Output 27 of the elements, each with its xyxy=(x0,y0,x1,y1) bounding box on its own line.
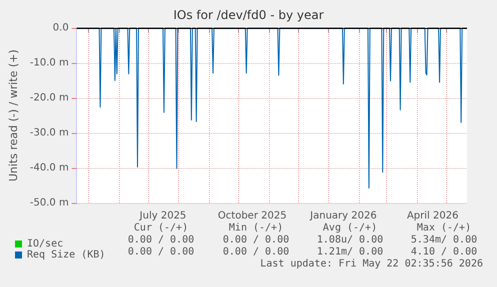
text: 0.00 / 0.00 xyxy=(222,234,290,246)
text: 1.21m/ 0.00 xyxy=(316,246,384,258)
text: 5.34m/ 0.00 xyxy=(410,234,478,246)
text: Max (-/+) xyxy=(416,222,472,234)
x-tick-label: April 2026 xyxy=(406,210,458,222)
text: 1.08u/ 0.00 xyxy=(316,234,384,246)
y-tick-label: -30.0 m xyxy=(30,128,69,138)
x-tick-label: January 2026 xyxy=(309,210,377,222)
y-tick-label: 0.0 xyxy=(52,22,69,34)
legend-label: Req Size (KB) xyxy=(27,250,106,260)
y-tick-label: -10.0 m xyxy=(30,58,69,68)
text: 4.10 / 0.00 xyxy=(410,246,478,258)
legend-label: IO/sec xyxy=(27,238,64,250)
text: Last update: Fri May 22 02:35:56 2026 xyxy=(260,258,483,270)
y-tick-label: -20.0 m xyxy=(30,92,69,104)
chart-title: IOs for /dev/fd0 - by year xyxy=(173,8,324,22)
text: Cur (-/+) xyxy=(134,222,188,234)
text: Min (-/+) xyxy=(228,222,284,234)
y-tick-label: -40.0 m xyxy=(30,162,69,174)
x-tick-label: July 2025 xyxy=(138,210,186,222)
text: 0.00 / 0.00 xyxy=(128,246,194,258)
y-axis-title: Units read (-) / write (+) xyxy=(7,49,20,182)
x-tick-label: October 2025 xyxy=(218,210,287,222)
text: 0.00 / 0.00 xyxy=(222,246,290,258)
y-tick-label: -50.0 m xyxy=(30,198,69,208)
text: Avg (-/+) xyxy=(322,222,378,234)
text: 0.00 / 0.00 xyxy=(128,234,194,246)
